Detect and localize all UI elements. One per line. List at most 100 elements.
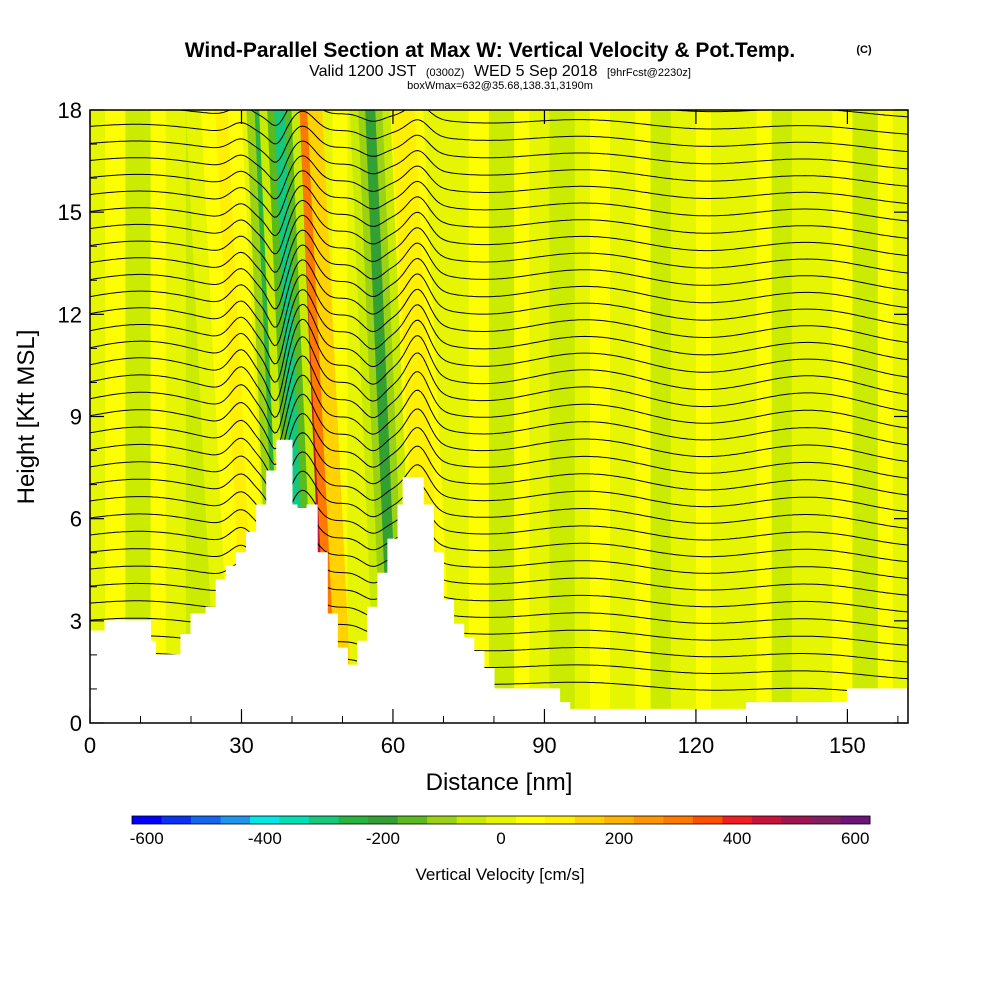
colorbar-swatch (309, 816, 340, 824)
theta-contour (90, 451, 908, 513)
theta-contour (90, 393, 908, 466)
colorbar: -600 -400 -200 0 200 400 600 (130, 815, 871, 848)
theta-contour (174, 110, 908, 135)
y-tick-label: 0 (70, 711, 82, 736)
colorbar-swatch (810, 816, 841, 824)
y-tick-label: 9 (70, 405, 82, 430)
colorbar-tick-label: 200 (605, 829, 633, 848)
field-stripe (549, 110, 576, 723)
theta-contour (90, 336, 908, 418)
field-stripe (852, 110, 879, 723)
theta-contour (90, 229, 908, 292)
x-tick-label: 120 (678, 733, 715, 758)
theta-contour (90, 508, 908, 563)
x-tick-label: 60 (381, 733, 405, 758)
theta-contour (90, 214, 908, 274)
colorbar-tick-label: 600 (841, 829, 869, 848)
theta-contour (90, 244, 908, 310)
valid-date: WED 5 Sep 2018 (474, 63, 598, 80)
theta-contour (90, 125, 908, 170)
field-stripe (817, 110, 833, 723)
field-stripe (711, 110, 732, 723)
field-stripe (574, 110, 591, 723)
y-axis-label: Height [Kft MSL] (13, 330, 40, 505)
colorbar-tick-label: -200 (366, 829, 400, 848)
field-stripe (610, 110, 636, 723)
y-tick-label: 15 (58, 200, 82, 225)
theta-contour (90, 374, 908, 450)
field-stripe (877, 110, 894, 723)
colorbar-swatch (486, 816, 517, 824)
theta-contour (90, 110, 908, 152)
theta-contour (90, 318, 908, 402)
field-stripe (791, 110, 818, 723)
colorbar-swatch (692, 816, 723, 824)
field-stripe (670, 110, 697, 723)
y-tick-label: 12 (58, 302, 82, 327)
x-tick-label: 150 (829, 733, 866, 758)
colorbar-tick-label: -400 (248, 829, 282, 848)
colorbar-swatch (161, 816, 192, 824)
terrain-mask (90, 439, 908, 723)
colorbar-swatch (633, 816, 664, 824)
theta-contour (90, 412, 908, 481)
field-stripe (635, 110, 651, 723)
y-tick-label: 3 (70, 609, 82, 634)
colorbar-swatch (604, 816, 635, 824)
axes: 0 30 60 90 120 150 0 3 6 9 12 15 18 (58, 98, 908, 758)
field-stripe (695, 110, 712, 723)
x-axis-label: Distance [nm] (426, 769, 573, 796)
plot-area (90, 110, 908, 723)
valid-time-line: Valid 1200 JST (0300Z) WED 5 Sep 2018 [9… (309, 63, 691, 80)
box-info: boxWmax=632@35.68,138.31,3190m (407, 80, 593, 92)
field-stripe (771, 110, 793, 723)
field-stripe (529, 110, 550, 723)
terrain (90, 439, 908, 723)
forecast-info: [9hrFcst@2230z] (607, 67, 691, 79)
colorbar-tick-label: -600 (130, 829, 164, 848)
colorbar-swatch (840, 816, 871, 824)
colorbar-swatch (397, 816, 428, 824)
colorbar-swatch (427, 816, 458, 824)
field-stripe (165, 110, 187, 723)
colorbar-swatch (250, 816, 280, 824)
theta-contour (90, 470, 908, 529)
theta-contour (90, 528, 908, 579)
colorbar-swatch (781, 816, 812, 824)
x-tick-label: 0 (84, 733, 96, 758)
valid-utc: (0300Z) (426, 67, 465, 79)
colorbar-swatch (338, 816, 369, 824)
colorbar-swatch (456, 816, 487, 824)
field-stripe (832, 110, 853, 723)
y-tick-label: 6 (70, 507, 82, 532)
colorbar-swatch (722, 816, 753, 824)
x-tick-label: 90 (532, 733, 556, 758)
field-stripe (105, 110, 126, 723)
field-stripe (150, 110, 167, 723)
theta-contour (90, 140, 908, 187)
colorbar-label: Vertical Velocity [cm/s] (415, 865, 584, 884)
theta-contour (90, 259, 908, 328)
theta-contour (90, 489, 908, 546)
theta-contour (90, 289, 908, 365)
y-tick-label: 18 (58, 98, 82, 123)
theta-contour (90, 199, 908, 257)
theta-contour (90, 155, 908, 205)
field-stripe (589, 110, 611, 723)
field-stripe (514, 110, 530, 723)
chart-title: Wind-Parallel Section at Max W: Vertical… (185, 39, 796, 62)
theta-contour (90, 184, 908, 239)
colorbar-frame (131, 815, 871, 825)
colorbar-tick-label: 400 (723, 829, 751, 848)
x-tick-label: 30 (229, 733, 253, 758)
colorbar-swatch (574, 816, 605, 824)
theta-contour (90, 432, 908, 497)
theta-contour (90, 303, 908, 383)
theta-contour (90, 274, 908, 347)
field-stripe (650, 110, 672, 723)
colorbar-swatch (545, 816, 576, 824)
colorbar-swatch (368, 816, 399, 824)
theta-contour (90, 355, 908, 434)
copyright-mark: (C) (856, 44, 872, 56)
